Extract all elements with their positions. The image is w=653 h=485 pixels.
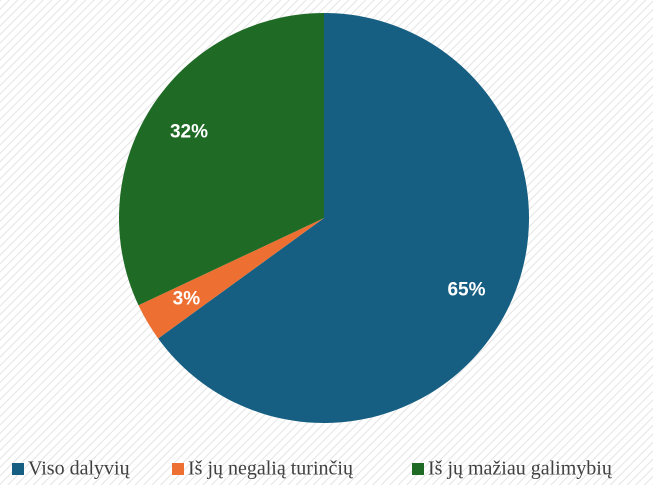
legend-label: Iš jų negalią turinčių — [188, 458, 354, 480]
pie-slice — [118, 13, 324, 306]
pie-slice — [138, 218, 324, 339]
data-label: 65% — [447, 280, 485, 301]
legend-swatch — [172, 463, 184, 475]
data-label: 3% — [173, 288, 201, 309]
legend-swatch — [12, 463, 24, 475]
legend-label: Viso dalyvių — [28, 458, 131, 480]
legend-label: Iš jų mažiau galimybių — [428, 458, 613, 480]
legend-swatch — [412, 463, 424, 475]
pie-slice — [158, 13, 529, 424]
data-label: 32% — [170, 121, 208, 142]
